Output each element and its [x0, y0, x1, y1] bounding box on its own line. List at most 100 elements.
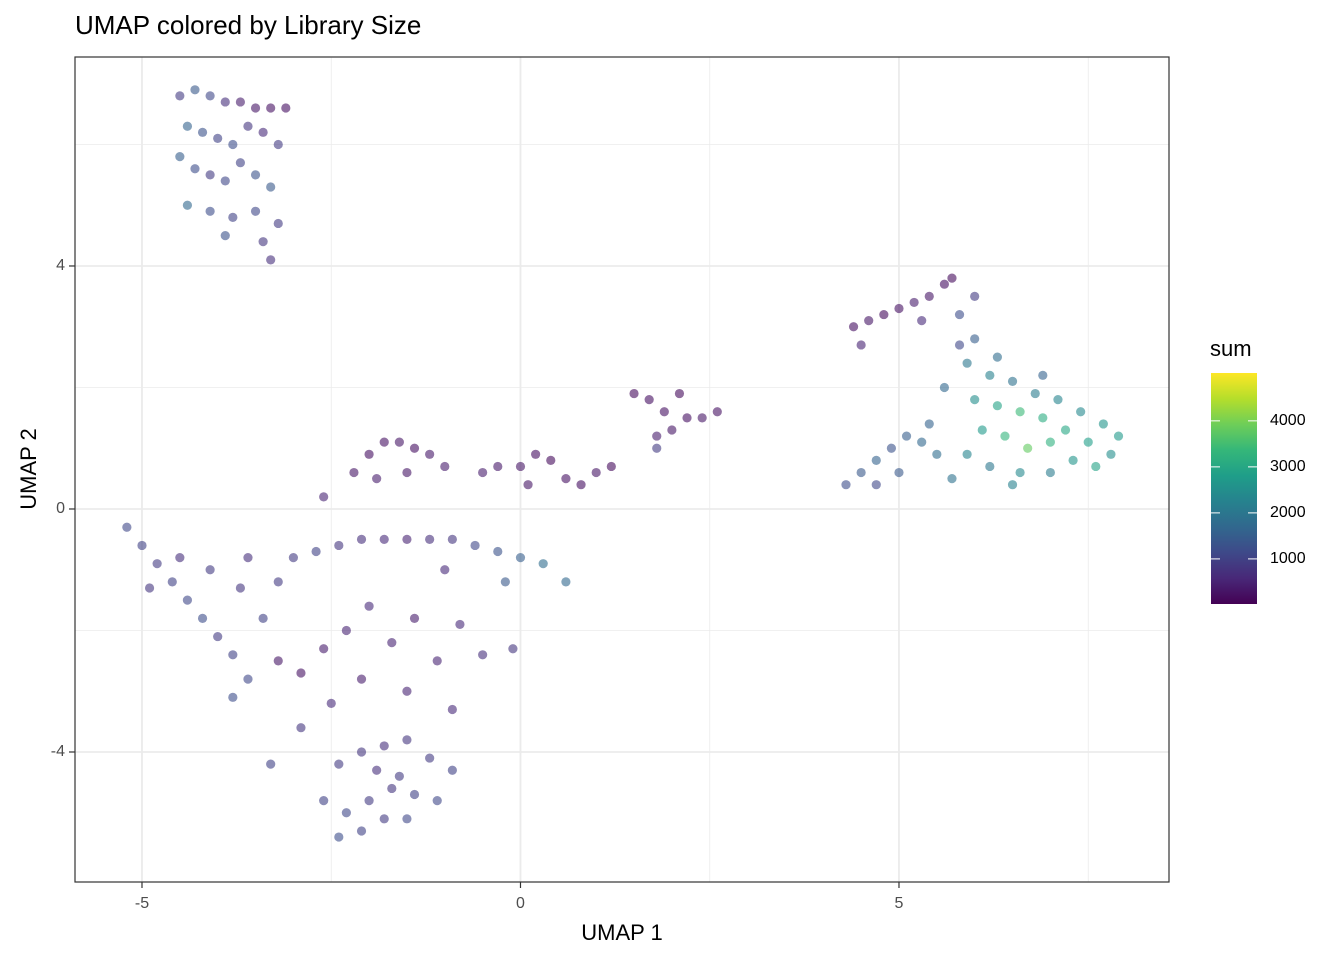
point [924, 419, 934, 429]
point [432, 795, 442, 806]
point [697, 413, 707, 423]
point [985, 461, 995, 472]
point [197, 127, 208, 137]
point [296, 668, 306, 678]
point [1060, 425, 1071, 435]
point [871, 480, 881, 490]
y-tick-label: 4 [56, 257, 65, 274]
point [273, 218, 283, 229]
point [182, 200, 193, 210]
point [894, 467, 904, 478]
point [152, 559, 162, 569]
point [1098, 419, 1108, 429]
point [864, 316, 874, 326]
colorbar-tick-label: 1000 [1270, 550, 1306, 567]
point [243, 121, 253, 131]
point [334, 759, 344, 769]
point [394, 771, 404, 781]
point [1053, 395, 1063, 405]
point [886, 443, 897, 453]
point [440, 565, 450, 575]
point [266, 182, 276, 192]
point [1007, 376, 1018, 387]
point [273, 139, 283, 150]
colorbar-tick-label: 3000 [1270, 458, 1306, 475]
point [311, 546, 321, 557]
point [652, 443, 662, 453]
point [273, 577, 283, 587]
point [182, 595, 193, 605]
point [871, 455, 881, 465]
point [175, 552, 185, 563]
point [947, 273, 957, 283]
point [667, 425, 677, 435]
point [932, 449, 942, 459]
point [409, 613, 420, 623]
point [674, 388, 685, 399]
point [992, 352, 1002, 362]
point [379, 814, 389, 824]
point [1106, 449, 1116, 459]
point [493, 461, 503, 472]
point [659, 407, 669, 417]
point [205, 170, 215, 180]
point [977, 425, 987, 435]
point [250, 206, 261, 216]
point [213, 631, 223, 642]
point [917, 437, 927, 447]
point [1045, 467, 1055, 478]
point [220, 176, 230, 186]
point [364, 601, 374, 611]
point [258, 237, 268, 247]
point [364, 795, 374, 806]
point [447, 765, 457, 775]
point [962, 449, 972, 459]
point [901, 431, 912, 441]
point [402, 686, 412, 696]
point [266, 103, 276, 113]
point [205, 91, 215, 101]
point [939, 382, 950, 393]
point [970, 291, 980, 301]
point [356, 747, 367, 757]
point [372, 765, 382, 775]
point [281, 103, 291, 113]
point [455, 619, 465, 630]
y-tick-label: -4 [51, 743, 65, 760]
point [379, 534, 389, 544]
point [425, 449, 435, 459]
point [1076, 407, 1086, 417]
y-tick-label: 0 [56, 500, 65, 517]
point [970, 395, 980, 405]
point [243, 552, 253, 563]
point [1000, 431, 1010, 441]
point [250, 103, 261, 113]
point [175, 152, 185, 162]
point [319, 795, 329, 806]
axes: -5 0 5 -4 0 4 [51, 257, 904, 912]
point [561, 577, 571, 587]
x-tick-label: 0 [516, 895, 525, 912]
point [402, 735, 412, 745]
point [939, 279, 950, 289]
point [288, 552, 298, 563]
point [447, 704, 457, 715]
point [1023, 443, 1033, 453]
point [356, 674, 367, 684]
chart-title: UMAP colored by Library Size [75, 10, 421, 40]
point [341, 625, 351, 636]
point [364, 449, 374, 459]
point [856, 467, 866, 478]
point [970, 334, 980, 344]
point [402, 534, 412, 544]
point [273, 656, 283, 666]
point [228, 650, 238, 660]
point [962, 358, 972, 368]
point [848, 322, 859, 332]
panel-border [74, 56, 1170, 883]
point [500, 577, 510, 587]
x-tick-label: 5 [895, 895, 904, 912]
point [1015, 467, 1025, 478]
point [1083, 437, 1093, 447]
